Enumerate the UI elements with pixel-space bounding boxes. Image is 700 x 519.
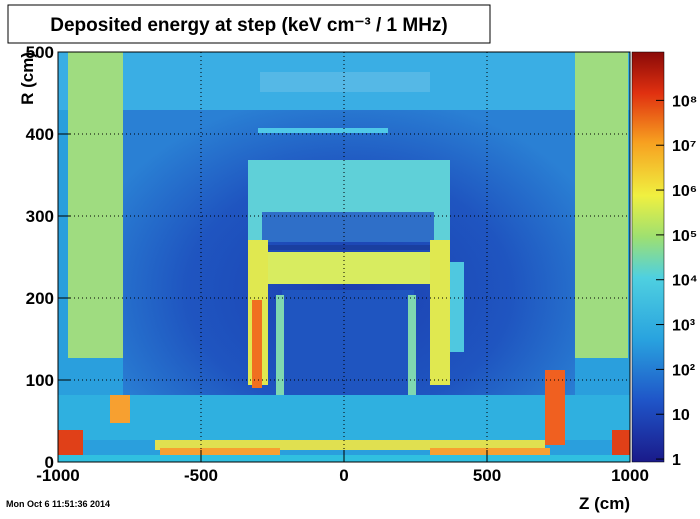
- z-tick-label: 10: [672, 407, 690, 424]
- z-tick-label: 10²: [672, 362, 695, 379]
- x-tick-label: -500: [184, 466, 218, 485]
- y-axis-label: R (cm): [18, 52, 37, 105]
- z-tick-label: 10⁷: [672, 138, 696, 155]
- z-tick-label: 10⁸: [672, 93, 697, 110]
- z-tick-label: 1: [672, 452, 681, 469]
- chart-title: Deposited energy at step (keV cm⁻³ / 1 M…: [50, 15, 448, 36]
- y-tick-label: 300: [26, 207, 54, 226]
- x-tick-label: 0: [339, 466, 348, 485]
- y-tick-label: 200: [26, 289, 54, 308]
- z-tick-label: 10⁵: [672, 228, 697, 245]
- color-scale-frame: [631, 51, 665, 463]
- timestamp: Mon Oct 6 11:51:36 2014: [6, 499, 110, 509]
- y-tick-label: 500: [26, 43, 54, 62]
- y-tick-label: 0: [45, 453, 54, 472]
- y-tick-label: 400: [26, 125, 54, 144]
- x-tick-label: 500: [473, 466, 501, 485]
- x-tick-label: -1000: [36, 466, 79, 485]
- y-tick-label: 100: [26, 371, 54, 390]
- x-tick-label: 1000: [611, 466, 649, 485]
- x-axis-label: Z (cm): [579, 494, 630, 513]
- z-tick-label: 10³: [672, 318, 695, 335]
- z-tick-label: 10⁴: [672, 273, 698, 290]
- title-box: [7, 4, 491, 44]
- color-scale: [632, 52, 664, 462]
- z-tick-label: 10⁶: [672, 183, 697, 200]
